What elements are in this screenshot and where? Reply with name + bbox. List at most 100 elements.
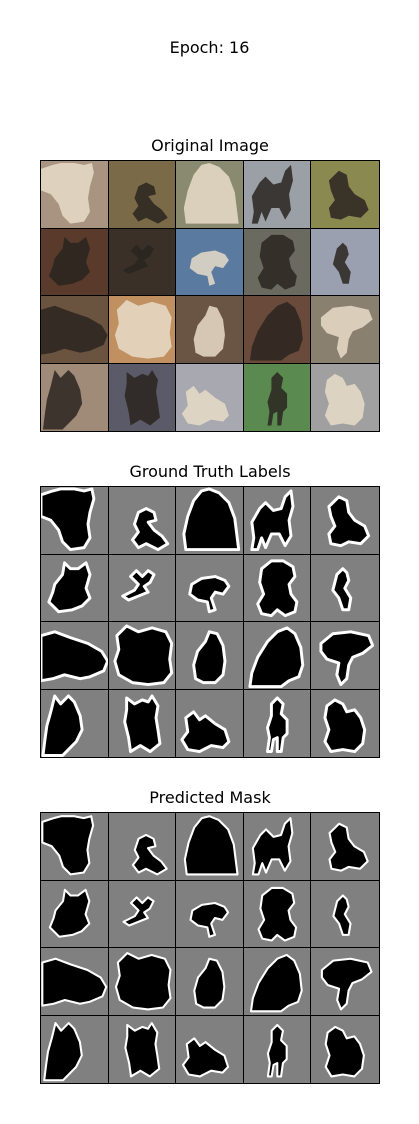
pet-photo: [193, 305, 226, 357]
ground-truth-tile: [176, 554, 244, 622]
predicted-silhouette: [189, 901, 230, 938]
predicted-mask-region: [325, 1025, 366, 1077]
pet-photo-tile: [108, 296, 177, 364]
predicted-tile: [243, 813, 312, 881]
ground-truth-tile: [41, 554, 109, 622]
pet-photo-tile: [243, 296, 312, 364]
predicted-silhouette: [131, 833, 168, 876]
ground-truth-silhouette: [180, 709, 231, 753]
ground-truth-silhouette: [248, 626, 305, 689]
predicted-silhouette: [328, 822, 370, 872]
ground-truth-mask-region: [47, 560, 92, 613]
pet-figure: [184, 162, 239, 224]
pet-photo: [114, 299, 172, 359]
predicted-mask-region: [131, 833, 168, 876]
pet-photo-tile: [243, 228, 312, 296]
pet-photo: [333, 242, 352, 284]
predicted-tile: [41, 813, 109, 881]
epoch-title: Epoch: 16: [169, 38, 250, 57]
pet-photo: [329, 170, 370, 220]
pet-figure: [114, 299, 172, 359]
panel-title-ground-truth: Ground Truth Labels: [129, 462, 291, 481]
predicted-mask-region: [182, 1036, 230, 1077]
pet-photo: [41, 305, 108, 355]
pet-figure: [251, 164, 293, 224]
ground-truth-silhouette: [323, 697, 367, 753]
ground-truth-mask-region: [182, 487, 241, 552]
ground-truth-mask-region: [331, 566, 353, 611]
pet-photo: [132, 182, 168, 224]
pet-photo: [189, 250, 230, 286]
predicted-silhouette: [249, 953, 303, 1013]
ground-truth-silhouette: [122, 693, 161, 753]
ground-truth-mask-region: [256, 558, 299, 617]
predicted-tile: [243, 1015, 312, 1083]
predicted-silhouette: [325, 1025, 366, 1077]
ground-truth-silhouette: [250, 489, 295, 552]
ground-truth-mask-region: [248, 626, 305, 689]
ground-truth-tile: [41, 689, 109, 757]
pet-figure: [41, 305, 108, 355]
pet-figure: [333, 242, 352, 284]
ground-truth-silhouette: [256, 558, 299, 617]
ground-truth-mask-region: [122, 693, 161, 753]
predicted-mask-region: [123, 1021, 160, 1077]
ground-truth-silhouette: [319, 630, 375, 687]
ground-truth-mask-region: [319, 630, 375, 687]
ground-truth-mask-region: [323, 697, 367, 753]
panel-title-original: Original Image: [151, 136, 269, 155]
predicted-tile: [243, 880, 312, 948]
ground-truth-silhouette: [41, 693, 84, 757]
ground-truth-tile: [108, 622, 177, 690]
pet-photo-tile: [176, 363, 244, 431]
ground-truth-tile: [311, 554, 379, 622]
pet-photo-tile: [243, 363, 312, 431]
predicted-mask-region: [48, 888, 91, 938]
predicted-mask-region: [114, 952, 172, 1011]
predicted-mask-region: [257, 886, 297, 942]
pet-figure: [122, 244, 154, 274]
pet-photo: [251, 164, 293, 224]
predicted-mask-region: [184, 815, 239, 876]
predicted-mask-region: [332, 893, 352, 936]
ground-truth-tile: [243, 622, 312, 690]
predicted-tile: [41, 880, 109, 948]
pet-photo-tile: [176, 296, 244, 364]
pet-photo: [257, 234, 297, 290]
predicted-tile: [176, 1015, 244, 1083]
predicted-silhouette: [321, 957, 373, 1011]
predicted-tile: [311, 948, 379, 1016]
pet-figure: [325, 373, 366, 426]
predicted-silhouette: [266, 1023, 288, 1077]
predicted-silhouette: [41, 957, 108, 1007]
ground-truth-mask-region: [41, 487, 96, 552]
predicted-tile: [108, 948, 177, 1016]
predicted-mask-region: [328, 822, 370, 872]
ground-truth-mask-region: [130, 507, 169, 552]
ground-truth-tile: [108, 554, 177, 622]
predicted-silhouette: [182, 1036, 230, 1077]
ground-truth-mask-region: [113, 624, 173, 687]
ground-truth-silhouette: [130, 507, 169, 552]
predicted-silhouette: [43, 1021, 83, 1081]
predicted-mask-region: [251, 817, 294, 876]
predicted-mask-region: [189, 901, 230, 938]
pet-figure: [41, 162, 94, 224]
ground-truth-tile: [311, 487, 379, 555]
pet-photo-tile: [311, 161, 379, 229]
ground-truth-tile: [108, 487, 177, 555]
predicted-mask-region: [122, 895, 155, 927]
ground-truth-tile: [243, 689, 312, 757]
ground-truth-silhouette: [192, 630, 227, 685]
ground-truth-tile: [176, 689, 244, 757]
predicted-silhouette: [48, 888, 91, 938]
pet-photo-tile: [41, 161, 109, 229]
ground-truth-mask-region: [41, 693, 84, 757]
pet-photo-tile: [311, 363, 379, 431]
predicted-tile: [311, 813, 379, 881]
predicted-silhouette: [41, 815, 95, 876]
predicted-mask-region: [249, 953, 303, 1013]
ground-truth-silhouette: [120, 568, 156, 601]
pet-figure: [257, 234, 297, 290]
ground-truth-tile: [176, 487, 244, 555]
